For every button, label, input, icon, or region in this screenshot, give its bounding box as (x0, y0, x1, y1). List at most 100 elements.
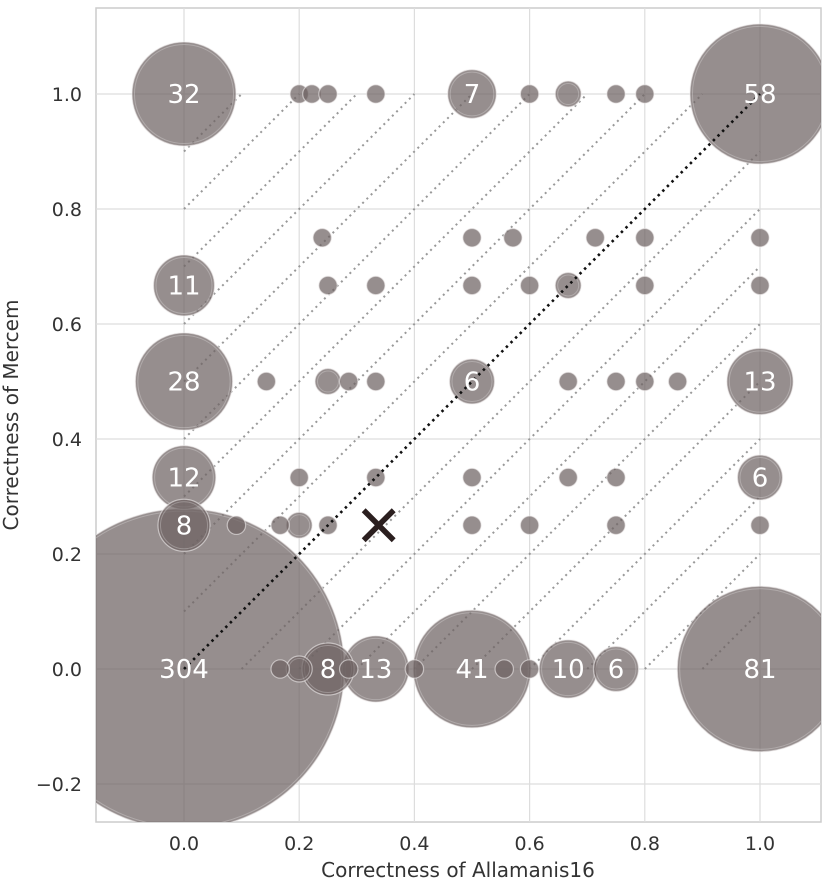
bubble-labels: 32 7 58 11 28 6 13 12 6 8 304 8 13 41 10 6 81 (159, 80, 776, 685)
bubble (634, 84, 655, 104)
guide-line (183, 93, 416, 325)
x-tick-label: 0.0 (169, 833, 199, 855)
bubble (519, 659, 540, 679)
bubble (256, 371, 277, 392)
bubble (462, 467, 482, 488)
bubble (726, 347, 794, 416)
marker-x (361, 508, 396, 543)
bubble-ring (155, 256, 213, 314)
bubble-ring (557, 274, 580, 297)
bubble (366, 84, 386, 104)
bubble (585, 227, 606, 248)
bubble-label: 11 (167, 271, 200, 301)
bubble-label: 32 (167, 80, 200, 110)
bubble (606, 84, 626, 104)
bubble (503, 227, 523, 248)
bubble-ring (557, 82, 580, 106)
bubble (366, 371, 386, 392)
guide-line (183, 93, 473, 383)
guide-line (528, 438, 761, 670)
x-tick-labels: 0.0 0.2 0.4 0.6 0.8 1.0 (169, 833, 775, 855)
y-tick-label: −0.2 (36, 774, 82, 796)
bubble (667, 371, 688, 392)
bubble (519, 275, 540, 296)
guide-line (183, 93, 704, 613)
bubble (736, 454, 784, 501)
marker-x-stroke (361, 508, 396, 543)
bubble (554, 271, 582, 300)
guide-line (183, 93, 588, 498)
bubble-label: 13 (743, 368, 776, 398)
bubble (366, 275, 386, 296)
bubble (462, 275, 482, 296)
bubble-ring (679, 588, 821, 750)
bubble-label: 41 (455, 655, 488, 685)
bubble (318, 275, 338, 296)
bubble (750, 515, 770, 536)
bubble (519, 84, 540, 104)
guide-line (356, 265, 761, 670)
bubble (634, 275, 655, 296)
bubble-label: 58 (743, 80, 776, 110)
bubble (689, 23, 821, 165)
guide-line (240, 150, 761, 670)
guide-line (298, 208, 761, 670)
bubble-ring (133, 43, 235, 145)
reference-line-segment (183, 93, 761, 670)
bubble-label: 6 (608, 655, 625, 685)
bubble (606, 515, 626, 536)
x-tick-label: 1.0 (745, 833, 775, 855)
bubble-label: 81 (743, 655, 776, 685)
guide-line (471, 380, 761, 670)
bubble (289, 467, 309, 488)
bubble-ring (137, 334, 231, 429)
bubble (634, 371, 655, 392)
bubble (131, 41, 237, 147)
bubble (157, 498, 211, 552)
bubble (366, 467, 386, 488)
x-tick-label: 0.8 (630, 833, 660, 855)
bubble (750, 275, 770, 296)
bubble-label: 8 (320, 655, 337, 685)
bubble-label: 13 (359, 655, 392, 685)
bubble (285, 511, 313, 539)
y-tick-labels: −0.2 0.0 0.2 0.4 0.6 0.8 1.0 (36, 84, 82, 796)
y-axis-label: Correctness of Mercem (0, 300, 23, 531)
bubble-ring (595, 648, 637, 690)
bubble-label: 6 (464, 368, 481, 398)
bubble (462, 515, 482, 536)
bubble (634, 227, 655, 248)
bubble (270, 659, 290, 679)
bubble (676, 585, 821, 753)
bubble (606, 371, 626, 392)
bubble-label: 7 (464, 80, 481, 110)
bubble (558, 371, 578, 392)
bubble (134, 332, 234, 431)
bubble-ring (451, 360, 493, 403)
bubble (318, 84, 338, 104)
bubble-label: 8 (176, 511, 193, 541)
bubble (312, 227, 333, 248)
bubble (226, 515, 247, 536)
bubble (462, 227, 482, 248)
y-tick-label: 0.0 (52, 659, 82, 681)
bubble (750, 227, 770, 248)
bubble (314, 367, 342, 396)
bubble (606, 467, 626, 488)
x-tick-label: 0.2 (284, 833, 314, 855)
bubble-label: 10 (552, 655, 585, 685)
bubble (494, 659, 515, 679)
bubble (338, 371, 359, 392)
bubble (519, 515, 540, 536)
bubble-ring (739, 456, 781, 499)
reference-line (183, 93, 761, 670)
bubble-label: 12 (167, 464, 200, 494)
x-tick-label: 0.4 (399, 833, 429, 855)
bubble (152, 254, 216, 317)
y-tick-label: 1.0 (52, 84, 82, 106)
y-tick-label: 0.8 (52, 199, 82, 221)
bubble (558, 467, 578, 488)
bubble (447, 69, 497, 119)
bubble-ring (159, 501, 209, 550)
